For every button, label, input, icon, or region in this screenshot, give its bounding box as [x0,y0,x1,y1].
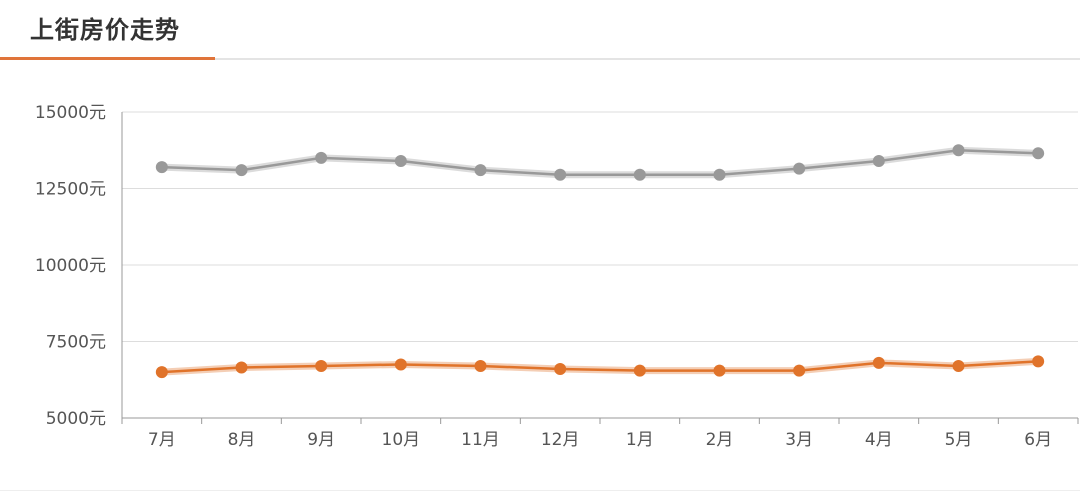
series-0-point [633,168,646,181]
series-0-point [1032,147,1045,160]
series-0-point [554,168,567,181]
series-0-point [872,154,885,167]
x-tick-label: 3月 [785,430,813,450]
chart-title: 上街房价走势 [30,16,180,44]
series-0-point [155,161,168,174]
series-0-point [474,164,487,177]
x-tick-label: 11月 [461,430,500,450]
x-tick-label: 12月 [541,430,580,450]
x-tick-label: 2月 [706,430,734,450]
series-0-point [315,151,328,164]
series-1-point [394,358,407,371]
series-1-point [235,361,248,374]
y-tick-label: 10000元 [35,256,106,276]
series-1-point [952,359,965,372]
x-tick-label: 9月 [307,430,335,450]
y-tick-label: 15000元 [35,103,106,123]
series-0-point [713,168,726,181]
series-1-point [315,359,328,372]
series-1-point [1032,355,1045,368]
x-tick-label: 4月 [865,430,893,450]
series-0-line [161,148,1039,176]
x-tick-label: 8月 [228,430,256,450]
series-1-point [793,364,806,377]
series-1-point [633,364,646,377]
series-1-point [554,363,567,376]
y-tick-label: 7500元 [46,333,106,353]
series-1-point [713,364,726,377]
header-accent-bar [0,57,215,60]
series-0-point [952,144,965,157]
x-tick-label: 5月 [945,430,973,450]
x-tick-label: 10月 [382,430,421,450]
header-divider [0,58,1080,60]
series-1-point [474,359,487,372]
series-1-line [161,360,1039,374]
x-tick-label: 6月 [1024,430,1052,450]
chart-header: 上街房价走势 [0,0,1080,62]
x-tick-label: 7月 [148,430,176,450]
x-tick-label: 1月 [626,430,654,450]
series-0-point [793,162,806,175]
series-0-point [235,164,248,177]
y-tick-label: 12500元 [35,180,106,200]
series-0-point [394,154,407,167]
series-1-point [872,356,885,369]
y-tick-label: 5000元 [46,409,106,429]
bottom-divider [0,490,1080,491]
series-1-point [155,366,168,379]
